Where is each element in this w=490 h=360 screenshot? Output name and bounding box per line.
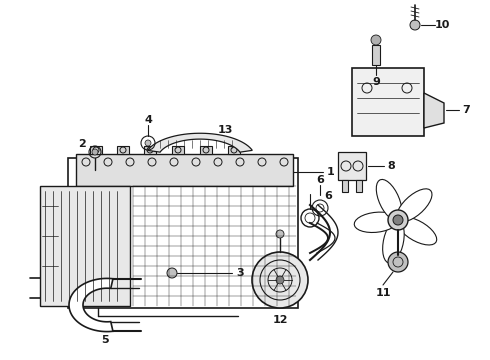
Circle shape (388, 210, 408, 230)
Polygon shape (424, 93, 444, 128)
Text: 8: 8 (387, 161, 395, 171)
Polygon shape (144, 146, 156, 154)
Polygon shape (172, 146, 184, 154)
Circle shape (145, 140, 151, 146)
Circle shape (276, 276, 284, 284)
Polygon shape (40, 186, 130, 306)
Text: 7: 7 (462, 105, 470, 115)
Polygon shape (376, 179, 402, 220)
Circle shape (276, 230, 284, 238)
Polygon shape (338, 152, 366, 180)
Polygon shape (68, 158, 298, 308)
Circle shape (393, 215, 403, 225)
Text: 9: 9 (372, 77, 380, 87)
Polygon shape (397, 217, 437, 245)
Text: 4: 4 (144, 115, 152, 125)
Circle shape (252, 252, 308, 308)
Circle shape (388, 252, 408, 272)
Circle shape (371, 35, 381, 45)
Text: 3: 3 (236, 268, 244, 278)
Circle shape (410, 20, 420, 30)
Text: 1: 1 (327, 167, 335, 177)
Text: 12: 12 (272, 315, 288, 325)
Polygon shape (372, 45, 380, 65)
Polygon shape (228, 146, 240, 154)
Polygon shape (397, 189, 432, 222)
Text: 6: 6 (316, 175, 324, 185)
Polygon shape (354, 212, 398, 233)
Polygon shape (200, 146, 212, 154)
Polygon shape (117, 146, 129, 154)
Text: 2: 2 (78, 139, 86, 149)
Polygon shape (69, 278, 113, 332)
Polygon shape (383, 220, 404, 263)
Polygon shape (356, 180, 362, 192)
Polygon shape (90, 146, 102, 154)
Text: 11: 11 (375, 288, 391, 298)
Text: 6: 6 (324, 191, 332, 201)
Polygon shape (76, 154, 293, 186)
Polygon shape (352, 68, 424, 136)
Polygon shape (342, 180, 348, 192)
Polygon shape (147, 133, 252, 152)
Circle shape (167, 268, 177, 278)
Text: 13: 13 (217, 125, 233, 135)
Text: 10: 10 (434, 20, 450, 30)
Text: 5: 5 (101, 335, 109, 345)
Circle shape (92, 149, 98, 155)
